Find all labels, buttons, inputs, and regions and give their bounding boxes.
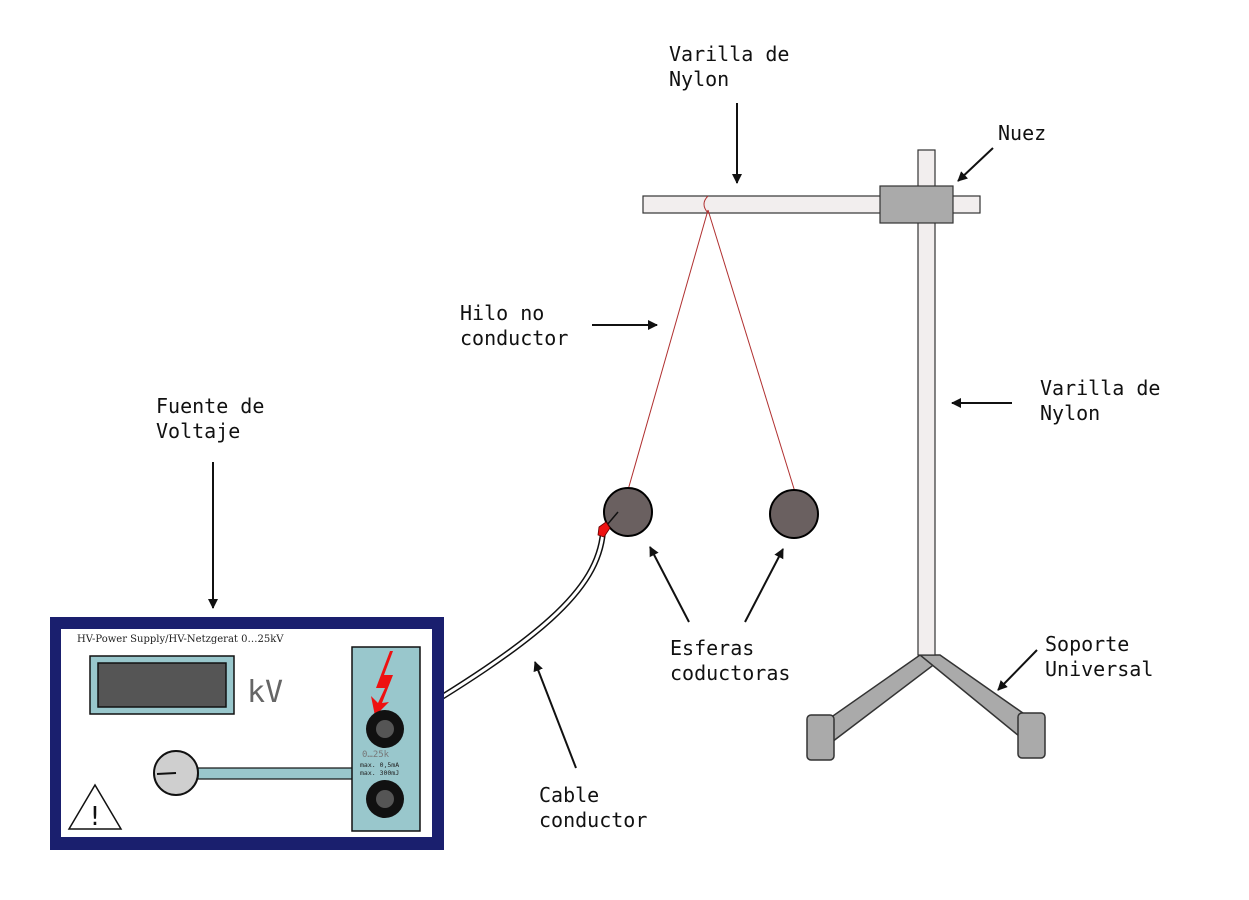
label-thread-line2: conductor <box>460 326 568 350</box>
arrow-sphere-right <box>744 548 784 623</box>
power-supply: HV-Power Supply/HV-Netzgerat 0…25kV kV !… <box>50 617 444 850</box>
output-range-label: 0…25k <box>362 750 390 760</box>
thread-right <box>707 209 796 493</box>
thread-loop <box>703 195 709 214</box>
arrow-stand <box>997 649 1038 691</box>
clamp-nut <box>879 185 954 224</box>
power-supply-header: HV-Power Supply/HV-Netzgerat 0…25kV <box>77 634 284 645</box>
label-spheres-line2: coductoras <box>670 661 790 685</box>
thread-left <box>627 209 709 491</box>
warning-exclamation: ! <box>90 802 100 832</box>
label-top-rod-line1: Varilla de <box>669 42 789 66</box>
conductive-sphere-right <box>769 489 819 539</box>
stand-left-foot <box>806 714 835 761</box>
label-source-line1: Fuente de <box>156 394 264 418</box>
voltage-unit-label: kV <box>247 675 283 710</box>
label-cable-line2: conductor <box>539 808 647 832</box>
label-top-rod-line2: Nylon <box>669 67 729 91</box>
conductive-sphere-left <box>603 487 653 537</box>
vertical-nylon-rod <box>917 149 936 656</box>
callout-arrows <box>208 103 1038 769</box>
label-source-line2: Voltaje <box>156 419 240 443</box>
label-side-rod-line2: Nylon <box>1040 401 1100 425</box>
stand-left-leg <box>819 654 942 747</box>
cable-clip <box>597 521 611 538</box>
warning-sign: ! <box>67 783 123 832</box>
label-cable: Cable conductor <box>539 783 647 832</box>
label-stand-line1: Soporte <box>1045 632 1129 656</box>
high-voltage-bolt-icon <box>371 651 393 716</box>
arrow-sphere-left <box>649 546 690 623</box>
output-spec-energy: max. 300mJ <box>360 769 399 777</box>
label-stand: Soporte Universal <box>1045 632 1153 681</box>
label-cable-line1: Cable <box>539 783 599 807</box>
label-side-rod: Varilla de Nylon <box>1040 376 1172 425</box>
hv-output-socket-inner <box>376 720 394 738</box>
voltage-knob-indicator <box>156 772 177 775</box>
label-spheres: Esferas coductoras <box>670 636 790 685</box>
stand-right-foot <box>1017 712 1046 759</box>
voltage-knob-shaft <box>197 767 354 780</box>
label-clamp: Nuez <box>998 121 1046 145</box>
ground-socket-inner <box>376 790 394 808</box>
label-spheres-line1: Esferas <box>670 636 754 660</box>
label-stand-line2: Universal <box>1045 657 1153 681</box>
label-thread: Hilo no conductor <box>460 301 568 350</box>
label-top-rod: Varilla de Nylon <box>669 42 801 91</box>
arrow-cable <box>533 661 577 769</box>
label-source: Fuente de Voltaje <box>156 394 276 443</box>
arrow-clamp <box>957 147 994 182</box>
label-thread-line1: Hilo no <box>460 301 544 325</box>
output-spec-current: max. 0,5mA <box>360 761 399 769</box>
voltage-display-screen <box>97 662 227 708</box>
label-side-rod-line1: Varilla de <box>1040 376 1160 400</box>
universal-stand <box>806 149 1046 761</box>
